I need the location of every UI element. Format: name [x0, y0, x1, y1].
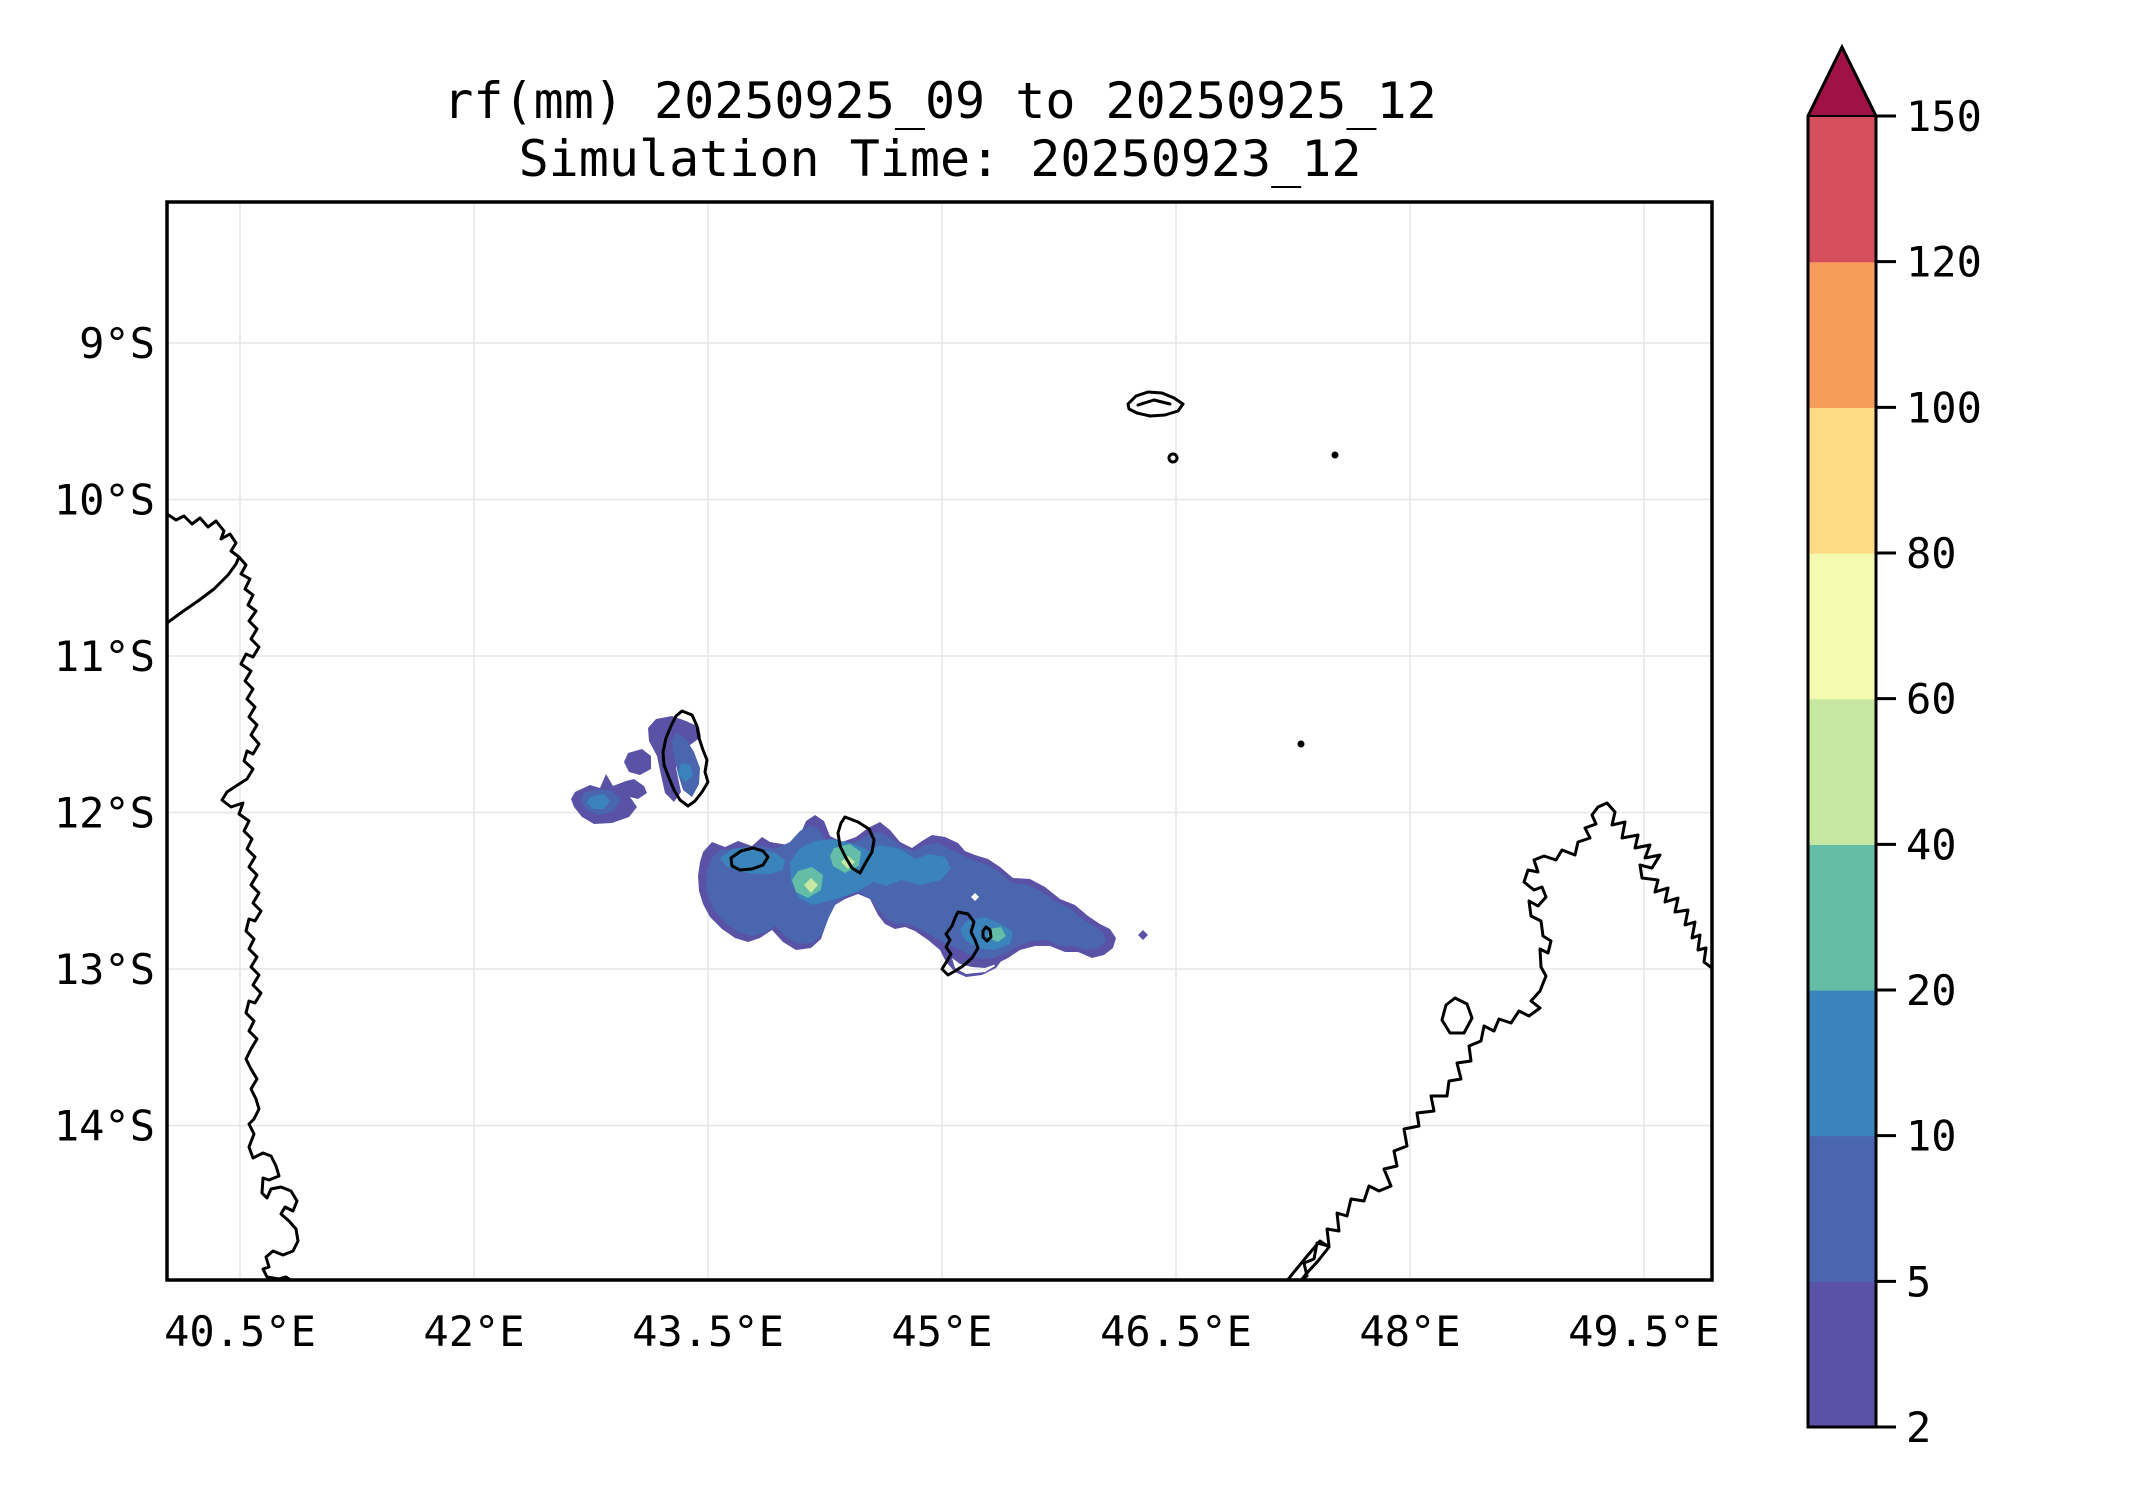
colorbar-tick-label: 5 — [1906, 1257, 1931, 1306]
coastal-islet-sw-madagascar — [1285, 1239, 1331, 1280]
y-tick-label: 9°S — [79, 319, 155, 368]
colorbar-outline — [1806, 43, 1878, 1429]
y-tick-label: 13°S — [54, 945, 155, 994]
rain-grande-comore-core — [678, 763, 693, 782]
rain-blob-nw — [648, 716, 701, 802]
africa-coastline — [167, 512, 300, 1280]
y-tick-label: 11°S — [54, 632, 155, 681]
madagascar-coastline — [1297, 801, 1712, 1280]
y-tick-label: 12°S — [54, 789, 155, 838]
colorbar-segment — [1808, 1135, 1876, 1282]
rain-green-dot-2 — [804, 878, 818, 893]
aldabra-lagoon-line — [1136, 398, 1172, 407]
rain-blob-west-core — [587, 794, 610, 809]
rainfall-contours — [571, 716, 1148, 977]
colorbar-tick-label: 10 — [1906, 1112, 1957, 1161]
glorioso-islet-dot — [1297, 740, 1305, 748]
colorbar-segment — [1808, 698, 1876, 845]
coastlines — [167, 390, 1712, 1280]
plot-subtitle: Simulation Time: 20250923_12 — [519, 130, 1362, 188]
colorbar-segment — [1808, 116, 1876, 263]
petite-terre-islet — [981, 925, 993, 943]
colorbar-segment — [1808, 407, 1876, 554]
x-tick-label: 42°E — [423, 1307, 524, 1356]
colorbar-over-arrow — [1808, 47, 1876, 116]
y-tick-label: 10°S — [54, 476, 155, 525]
colorbar-tick-label: 100 — [1906, 383, 1982, 432]
colorbar-segment — [1808, 553, 1876, 700]
colorbar-tick-label: 80 — [1906, 529, 1957, 578]
rain-hole — [971, 893, 979, 901]
island-dots — [1297, 451, 1339, 748]
y-axis-labels: 9°S 10°S 11°S 12°S 13°S 14°S — [54, 319, 155, 1151]
colorbar-tick-label: 120 — [1906, 238, 1982, 287]
x-tick-label: 40.5°E — [164, 1307, 316, 1356]
anjouan-island — [836, 815, 876, 875]
colorbar-tick-label: 2 — [1906, 1403, 1931, 1452]
colorbar: 2 5 10 20 40 60 80 100 120 150 — [1806, 43, 1982, 1452]
rain-patch-twolobe — [860, 845, 951, 886]
x-tick-label: 48°E — [1359, 1307, 1460, 1356]
colorbar-tick-label: 60 — [1906, 675, 1957, 724]
x-tick-label: 43.5°E — [632, 1307, 784, 1356]
x-tick-label: 45°E — [891, 1307, 992, 1356]
x-tick-label: 49.5°E — [1568, 1307, 1720, 1356]
colorbar-segment — [1808, 990, 1876, 1137]
cosmoledo-islet-dot — [1331, 451, 1339, 459]
colorbar-tick-label: 20 — [1906, 966, 1957, 1015]
mayotte-island — [940, 910, 980, 977]
colorbar-tick-label: 150 — [1906, 92, 1982, 141]
map-frame — [165, 200, 1714, 1282]
y-tick-label: 14°S — [54, 1102, 155, 1151]
gridlines — [167, 202, 1712, 1280]
aldabra-atoll — [1126, 390, 1185, 418]
colorbar-tick-label: 40 — [1906, 820, 1957, 869]
colorbar-segment — [1808, 1281, 1876, 1428]
colorbar-segment — [1808, 261, 1876, 408]
colorbar-segment — [1808, 844, 1876, 991]
moheli-island — [729, 846, 770, 872]
rain-teal-3 — [988, 927, 1006, 942]
rain-speck-east — [1138, 930, 1148, 940]
africa-peninsula-coast — [167, 555, 241, 625]
map-plot-area — [167, 202, 1712, 1280]
x-tick-label: 46.5°E — [1100, 1307, 1252, 1356]
x-axis-labels: 40.5°E 42°E 43.5°E 45°E 46.5°E 48°E 49.5°E — [164, 1307, 1720, 1356]
assumption-islet-ring — [1167, 452, 1179, 464]
rain-blob-hex — [624, 749, 651, 775]
plot-title: rf(mm) 20250925_09 to 20250925_12 — [443, 72, 1436, 130]
nosy-be-island — [1440, 996, 1474, 1035]
grande-comore-island — [661, 709, 710, 808]
